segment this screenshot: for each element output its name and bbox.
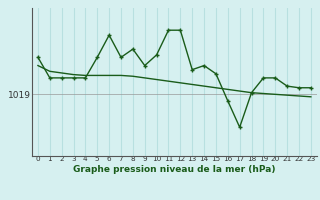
X-axis label: Graphe pression niveau de la mer (hPa): Graphe pression niveau de la mer (hPa) — [73, 165, 276, 174]
